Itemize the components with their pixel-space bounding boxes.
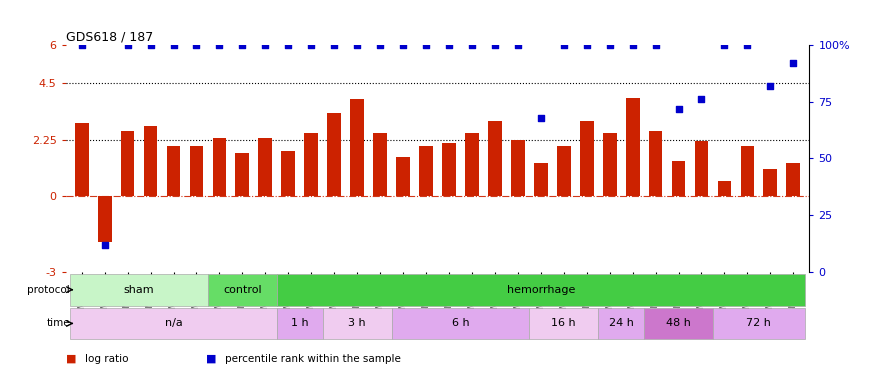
- Point: [556, 42, 570, 48]
- Text: log ratio: log ratio: [85, 354, 129, 364]
- Bar: [672, 161, 685, 196]
- Bar: [648, 131, 662, 196]
- Bar: [392, 308, 529, 339]
- Point: [465, 42, 479, 48]
- Text: 1 h: 1 h: [291, 318, 309, 328]
- Bar: [144, 126, 158, 196]
- Bar: [598, 308, 644, 339]
- Bar: [442, 143, 456, 196]
- Bar: [556, 146, 570, 196]
- Bar: [374, 133, 387, 196]
- Point: [190, 42, 204, 48]
- Point: [740, 42, 754, 48]
- Text: ■: ■: [206, 354, 216, 364]
- Bar: [190, 146, 203, 196]
- Bar: [208, 274, 276, 306]
- Bar: [396, 157, 410, 196]
- Text: 6 h: 6 h: [452, 318, 469, 328]
- Point: [213, 42, 227, 48]
- Text: ■: ■: [66, 354, 76, 364]
- Point: [327, 42, 341, 48]
- Bar: [98, 196, 111, 242]
- Bar: [235, 153, 249, 196]
- Text: protocol: protocol: [27, 285, 70, 295]
- Point: [534, 115, 548, 121]
- Point: [718, 42, 732, 48]
- Point: [763, 83, 777, 89]
- Text: 24 h: 24 h: [609, 318, 634, 328]
- Point: [626, 42, 640, 48]
- Text: hemorrhage: hemorrhage: [507, 285, 575, 295]
- Point: [511, 42, 525, 48]
- Bar: [626, 98, 640, 196]
- Point: [304, 42, 318, 48]
- Bar: [529, 308, 598, 339]
- Bar: [419, 146, 433, 196]
- Point: [603, 42, 617, 48]
- Text: time: time: [46, 318, 70, 328]
- Text: GDS618 / 187: GDS618 / 187: [66, 31, 153, 44]
- Bar: [70, 274, 208, 306]
- Bar: [304, 133, 318, 196]
- Bar: [282, 151, 295, 196]
- Point: [74, 42, 88, 48]
- Bar: [644, 308, 713, 339]
- Bar: [74, 123, 88, 196]
- Bar: [511, 140, 525, 196]
- Text: n/a: n/a: [164, 318, 182, 328]
- Point: [98, 242, 112, 248]
- Point: [419, 42, 433, 48]
- Bar: [465, 133, 479, 196]
- Point: [258, 42, 272, 48]
- Bar: [695, 141, 709, 196]
- Point: [166, 42, 180, 48]
- Bar: [323, 308, 392, 339]
- Bar: [70, 308, 276, 339]
- Bar: [534, 164, 548, 196]
- Point: [235, 42, 249, 48]
- Text: 72 h: 72 h: [746, 318, 771, 328]
- Text: percentile rank within the sample: percentile rank within the sample: [225, 354, 401, 364]
- Bar: [787, 164, 801, 196]
- Text: control: control: [223, 285, 262, 295]
- Bar: [276, 308, 323, 339]
- Point: [281, 42, 295, 48]
- Point: [121, 42, 135, 48]
- Bar: [213, 138, 227, 196]
- Point: [671, 105, 685, 111]
- Text: 16 h: 16 h: [551, 318, 576, 328]
- Bar: [718, 181, 732, 196]
- Point: [488, 42, 502, 48]
- Point: [442, 42, 456, 48]
- Bar: [166, 146, 180, 196]
- Bar: [121, 131, 135, 196]
- Point: [648, 42, 662, 48]
- Bar: [488, 121, 501, 196]
- Text: 3 h: 3 h: [348, 318, 366, 328]
- Bar: [276, 274, 805, 306]
- Point: [144, 42, 158, 48]
- Bar: [258, 138, 272, 196]
- Bar: [327, 113, 341, 196]
- Point: [787, 60, 801, 66]
- Text: sham: sham: [123, 285, 154, 295]
- Bar: [713, 308, 805, 339]
- Bar: [740, 146, 754, 196]
- Point: [350, 42, 364, 48]
- Point: [373, 42, 387, 48]
- Bar: [350, 99, 364, 196]
- Bar: [603, 133, 617, 196]
- Point: [695, 96, 709, 102]
- Point: [396, 42, 410, 48]
- Text: 48 h: 48 h: [666, 318, 691, 328]
- Bar: [580, 121, 593, 196]
- Bar: [764, 168, 777, 196]
- Point: [580, 42, 594, 48]
